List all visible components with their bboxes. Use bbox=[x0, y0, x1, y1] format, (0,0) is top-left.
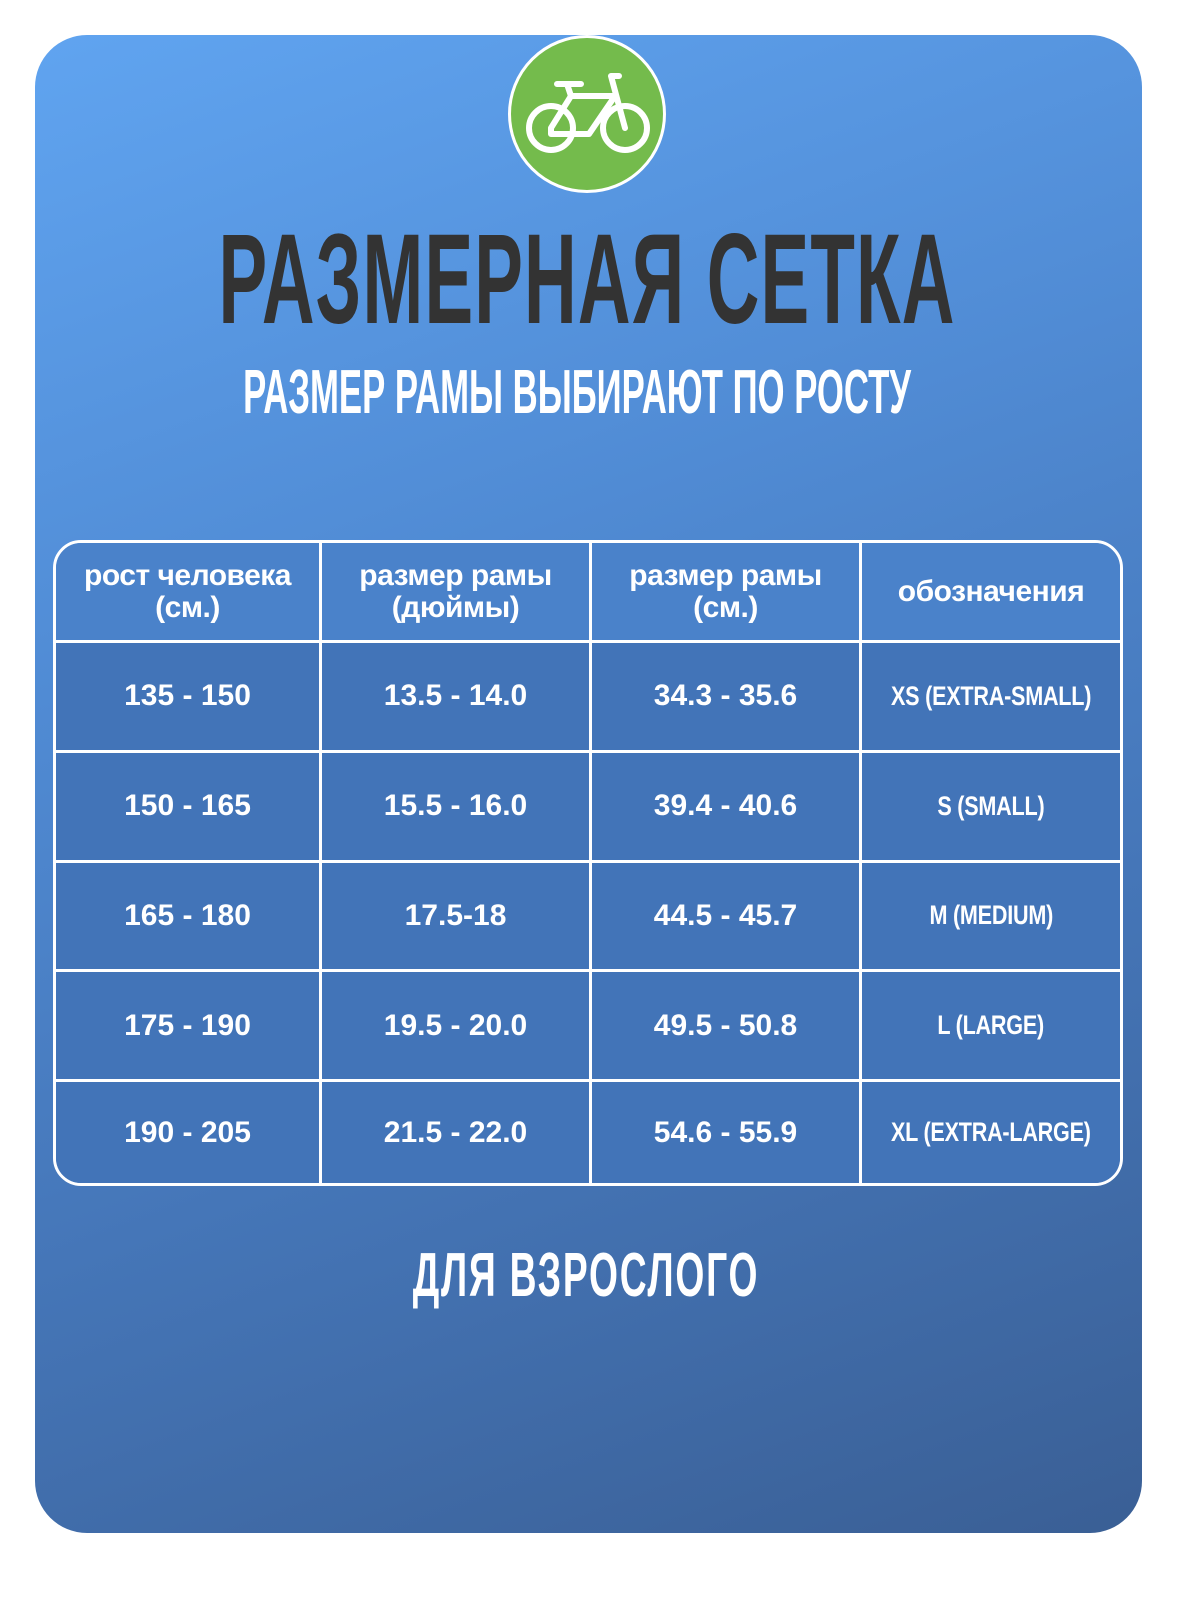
cell-inches: 21.5 - 22.0 bbox=[322, 1082, 592, 1183]
cell-height: 135 - 150 bbox=[56, 643, 322, 753]
cell-height: 175 - 190 bbox=[56, 972, 322, 1083]
cell-inches: 17.5-18 bbox=[322, 862, 592, 973]
cell-size: L (LARGE) bbox=[862, 972, 1120, 1083]
header-designation: обозначения bbox=[862, 543, 1120, 643]
header-height: рост человека (см.) bbox=[56, 543, 322, 643]
table-row: 150 - 165 15.5 - 16.0 39.4 - 40.6 S (SMA… bbox=[56, 752, 1120, 863]
cell-height: 150 - 165 bbox=[56, 752, 322, 863]
cell-cm: 44.5 - 45.7 bbox=[592, 862, 862, 973]
cell-cm: 34.3 - 35.6 bbox=[592, 643, 862, 753]
cell-cm: 39.4 - 40.6 bbox=[592, 752, 862, 863]
cell-cm: 49.5 - 50.8 bbox=[592, 972, 862, 1083]
table-row: 175 - 190 19.5 - 20.0 49.5 - 50.8 L (LAR… bbox=[56, 972, 1120, 1083]
page-title: РАЗМЕРНАЯ СЕТКА bbox=[218, 208, 956, 351]
cell-height: 165 - 180 bbox=[56, 862, 322, 973]
header-frame-inches: размер рамы (дюймы) bbox=[322, 543, 592, 643]
table-row: 135 - 150 13.5 - 14.0 34.3 - 35.6 XS (EX… bbox=[56, 643, 1120, 753]
table-row: 165 - 180 17.5-18 44.5 - 45.7 M (MEDIUM) bbox=[56, 862, 1120, 973]
table-header-row: рост человека (см.) размер рамы (дюймы) ра… bbox=[56, 543, 1120, 643]
footer-caption: ДЛЯ ВЗРОСЛОГО bbox=[412, 1241, 760, 1310]
header-frame-cm: размер рамы (см.) bbox=[592, 543, 862, 643]
cell-size: S (SMALL) bbox=[862, 752, 1120, 863]
cell-height: 190 - 205 bbox=[56, 1082, 322, 1183]
cell-inches: 15.5 - 16.0 bbox=[322, 752, 592, 863]
cell-inches: 13.5 - 14.0 bbox=[322, 643, 592, 753]
cell-cm: 54.6 - 55.9 bbox=[592, 1082, 862, 1183]
table-row: 190 - 205 21.5 - 22.0 54.6 - 55.9 XL (EX… bbox=[56, 1082, 1120, 1183]
cell-size: XS (EXTRA-SMALL) bbox=[862, 643, 1120, 753]
cell-size: XL (EXTRA-LARGE) bbox=[862, 1082, 1120, 1183]
logo-badge bbox=[508, 35, 666, 193]
page-subtitle: РАЗМЕР РАМЫ ВЫБИРАЮТ ПО РОСТУ bbox=[243, 358, 911, 427]
cell-size: M (MEDIUM) bbox=[862, 862, 1120, 973]
size-table: рост человека (см.) размер рамы (дюймы) ра… bbox=[53, 540, 1123, 1186]
cell-inches: 19.5 - 20.0 bbox=[322, 972, 592, 1083]
bicycle-icon bbox=[526, 73, 650, 153]
